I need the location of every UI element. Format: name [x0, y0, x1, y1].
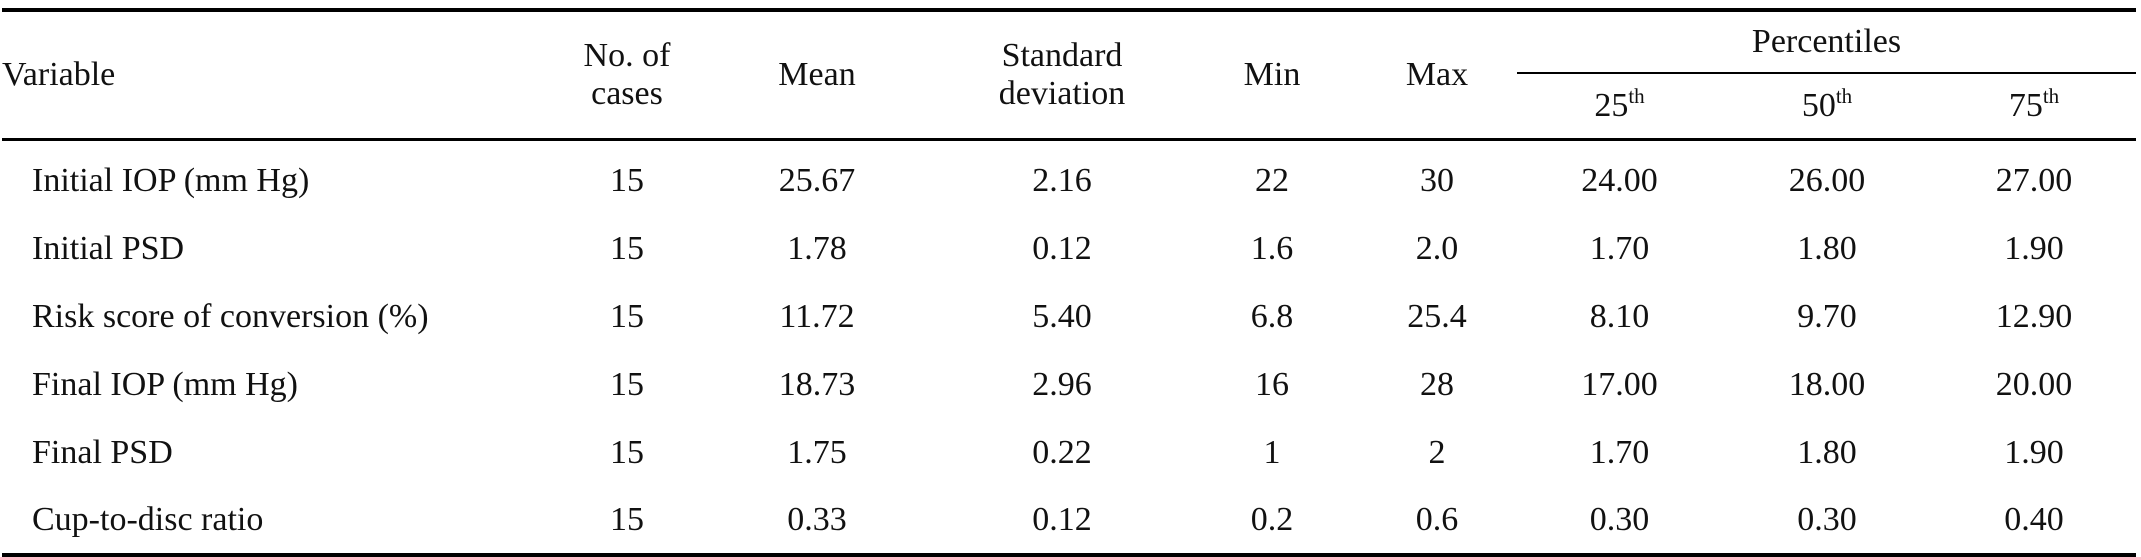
table-row: Cup-to-disc ratio 15 0.33 0.12 0.2 0.6 0… — [2, 487, 2137, 557]
cell-min: 22 — [1255, 161, 1289, 199]
header-p75-num: 75 — [2008, 86, 2043, 124]
cell-mean: 11.72 — [779, 297, 855, 335]
cell-cases: 15 — [610, 433, 644, 471]
header-p75: 75th — [1932, 73, 2137, 141]
header-p75-sup: th — [2042, 83, 2060, 108]
cell-variable: Initial IOP (mm Hg) — [32, 161, 310, 199]
cell-p75: 1.90 — [2004, 229, 2064, 267]
cell-p75: 27.00 — [1995, 161, 2073, 199]
cell-max: 2 — [1428, 433, 1446, 471]
cell-max: 30 — [1420, 161, 1454, 199]
cell-p75: 1.90 — [2004, 433, 2064, 471]
header-row-top: Variable No. of cases Mean Standard devi… — [2, 8, 2137, 141]
table-row: Initial IOP (mm Hg) 15 25.67 2.16 22 30 … — [2, 140, 2136, 216]
cell-sd: 2.96 — [1032, 365, 1092, 403]
cell-sd: 2.16 — [1032, 161, 1092, 199]
header-sd-line2: deviation — [998, 75, 1126, 112]
header-sd-line1: Standard — [1001, 36, 1123, 74]
cell-max: 28 — [1420, 365, 1454, 403]
header-p50-num: 50 — [1801, 86, 1836, 124]
cell-min: 16 — [1255, 365, 1289, 403]
cell-p25: 1.70 — [1589, 433, 1650, 471]
cell-variable: Risk score of conversion (%) — [32, 297, 429, 335]
cell-variable: Initial PSD — [32, 229, 185, 267]
cell-sd: 0.12 — [1032, 229, 1092, 267]
table-row: Final IOP (mm Hg) 15 18.73 2.96 16 28 17… — [2, 351, 2136, 419]
cell-cases: 15 — [610, 365, 644, 403]
cell-variable: Final PSD — [32, 433, 173, 471]
cell-p25: 0.30 — [1517, 487, 1722, 557]
cell-cases: 15 — [610, 229, 644, 267]
header-cases-line1: No. of — [583, 36, 671, 74]
cell-min: 1.6 — [1250, 229, 1294, 267]
header-row-bottom: 25th 50th 75th — [2, 73, 2137, 141]
header-p50-sup: th — [1835, 83, 1853, 108]
header-percentiles: Percentiles — [1517, 8, 2137, 74]
cell-p75: 12.90 — [1995, 297, 2073, 335]
header-p25: 25th — [1517, 73, 1722, 141]
header-p25-num: 25 — [1594, 86, 1629, 124]
cell-sd: 0.12 — [937, 487, 1187, 557]
header-max: Max — [1357, 8, 1517, 141]
cell-p75: 20.00 — [1995, 365, 2073, 403]
cell-min: 6.8 — [1250, 297, 1294, 335]
header-sd: Standard deviation — [937, 8, 1187, 141]
cell-mean: 18.73 — [778, 365, 856, 403]
table-header: Variable No. of cases Mean Standard devi… — [2, 8, 2137, 141]
cell-p50: 1.80 — [1797, 229, 1857, 267]
cell-p50: 9.70 — [1797, 297, 1857, 335]
cell-mean: 1.78 — [787, 229, 847, 267]
cell-min: 1 — [1263, 433, 1281, 471]
cell-p50: 0.30 — [1722, 487, 1932, 557]
cell-min: 0.2 — [1187, 487, 1357, 557]
header-cases-line2: cases — [591, 75, 663, 112]
cell-sd: 5.40 — [1032, 297, 1092, 335]
table-row: Final PSD 15 1.75 0.22 1 2 1.70 1.80 1.9… — [2, 419, 2136, 487]
cell-p50: 18.00 — [1788, 365, 1866, 403]
header-min: Min — [1187, 8, 1357, 141]
header-mean: Mean — [697, 8, 937, 141]
cell-p25: 24.00 — [1581, 161, 1658, 199]
cell-mean: 1.75 — [787, 433, 847, 471]
cell-cases: 15 — [610, 161, 644, 199]
cell-p25: 8.10 — [1589, 297, 1650, 335]
table-body: Initial IOP (mm Hg) 15 25.67 2.16 22 30 … — [2, 140, 2137, 557]
header-cases: No. of cases — [557, 8, 697, 141]
cell-cases: 15 — [557, 487, 697, 557]
cell-mean: 25.67 — [778, 161, 856, 199]
cell-p75: 0.40 — [1932, 487, 2137, 557]
cell-variable: Cup-to-disc ratio — [2, 487, 557, 557]
cell-variable: Final IOP (mm Hg) — [32, 365, 299, 403]
header-p50: 50th — [1722, 73, 1932, 141]
cell-p25: 1.70 — [1589, 229, 1650, 267]
header-p25-sup: th — [1628, 83, 1645, 108]
statistics-table: Variable No. of cases Mean Standard devi… — [2, 8, 2137, 557]
cell-p25: 17.00 — [1581, 365, 1658, 403]
cell-max: 2.0 — [1415, 229, 1459, 267]
cell-sd: 0.22 — [1032, 433, 1092, 471]
cell-p50: 26.00 — [1788, 161, 1866, 199]
cell-max: 0.6 — [1357, 487, 1517, 557]
cell-p50: 1.80 — [1797, 433, 1857, 471]
cell-mean: 0.33 — [697, 487, 937, 557]
cell-max: 25.4 — [1407, 297, 1467, 335]
table-row: Initial PSD 15 1.78 0.12 1.6 2.0 1.70 1.… — [2, 215, 2136, 283]
cell-cases: 15 — [610, 297, 644, 335]
header-variable: Variable — [2, 8, 557, 141]
table-row: Risk score of conversion (%) 15 11.72 5.… — [2, 283, 2136, 351]
